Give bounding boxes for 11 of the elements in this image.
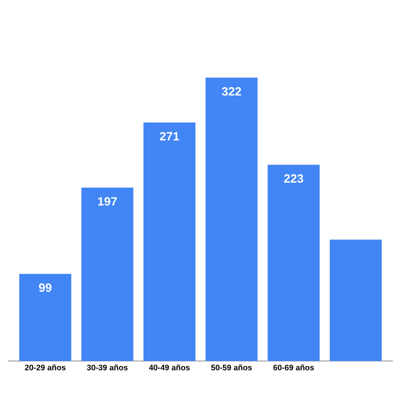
data-label: 271 xyxy=(160,132,180,140)
data-label: 197 xyxy=(98,197,117,206)
bar xyxy=(143,122,196,361)
bar xyxy=(81,188,134,361)
data-label: 322 xyxy=(222,87,242,96)
data-label: 99 xyxy=(39,283,52,292)
bar xyxy=(268,164,320,361)
bar xyxy=(19,274,72,361)
data-label: 223 xyxy=(284,174,304,183)
bar xyxy=(206,78,258,361)
bar xyxy=(330,240,382,361)
